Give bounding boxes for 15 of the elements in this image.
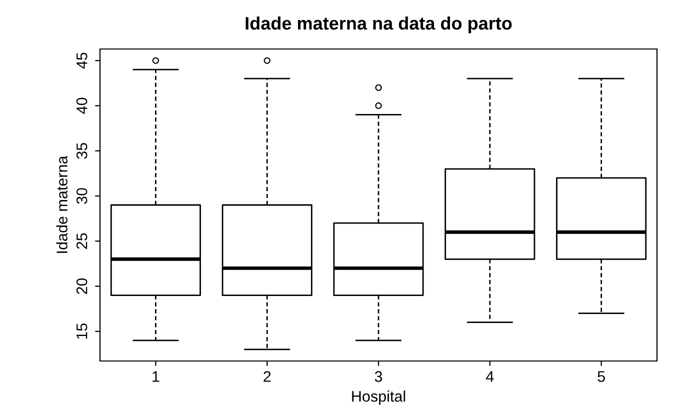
x-axis-title: Hospital [352, 390, 406, 405]
x-tick-label: 2 [264, 371, 271, 382]
chart-title: Idade materna na data do parto [246, 16, 512, 34]
y-tick-label: 25 [76, 233, 88, 249]
x-tick-label: 4 [486, 371, 494, 382]
y-tick-label: 20 [76, 278, 88, 294]
y-tick-label: 30 [76, 188, 88, 204]
y-tick-label: 45 [76, 52, 88, 69]
x-tick-label: 1 [152, 371, 160, 382]
y-tick-label: 35 [76, 142, 88, 159]
y-tick-label: 40 [76, 98, 88, 114]
x-tick-label: 5 [598, 371, 605, 382]
x-tick-label: 3 [374, 371, 382, 382]
y-axis-title: Idade materna [56, 156, 68, 253]
y-tick-label: 15 [76, 324, 88, 339]
